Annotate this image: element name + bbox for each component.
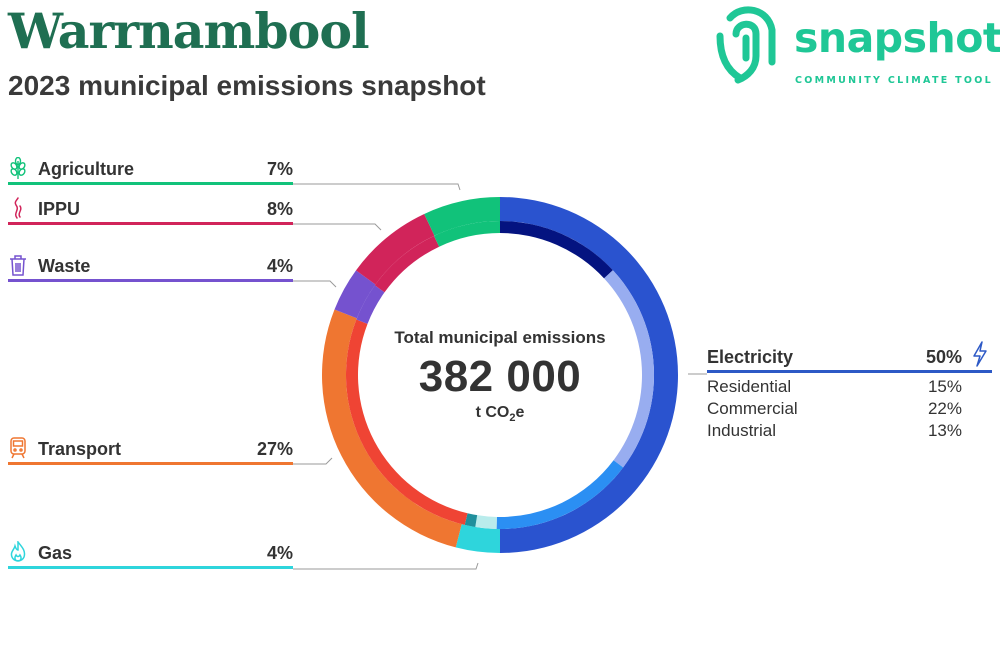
inner-ring-segment-industrial [500,221,613,279]
sector-percent: 4% [266,543,293,563]
electricity-label: Electricity [707,347,794,367]
page-subtitle: 2023 municipal emissions snapshot [8,70,486,101]
sector-underline [8,222,293,225]
sector-label: IPPU [38,199,81,219]
sector-agriculture: Agriculture 7% [8,155,293,185]
breakdown-row-residential: Residential 15% [707,373,962,396]
inner-ring-segment-ippu [374,235,440,293]
outer-ring-segment-waste [334,270,376,319]
sector-label: Waste [38,256,91,276]
unit-prefix: t CO [475,404,510,421]
sector-underline [8,182,293,185]
sector-underline [8,462,293,465]
outer-ring-segment-electricity [500,197,678,553]
breakdown-label: Residential [707,377,792,396]
sector-percent: 27% [256,439,293,459]
leader-line-gas [293,562,479,570]
inner-ring [346,221,654,529]
leader-line-ippu [293,223,382,231]
inner-ring-segment-agriculture [433,221,500,247]
inner-ring-segment-residential [496,460,624,529]
sector-transport: Transport 27% [8,435,293,465]
sector-label: Gas [38,543,73,563]
sector-waste: Waste 4% [8,252,293,282]
breakdown-row-commercial: Commercial 22% [707,395,962,418]
unit-subscript: 2 [509,412,516,425]
breakdown-percent: 22% [927,399,962,418]
leader-line-transport [293,457,333,465]
sector-label: Transport [38,439,122,459]
breakdown-row-industrial: Industrial 13% [707,417,962,440]
total-emissions-label: Total municipal emissions [394,328,606,347]
snapshot-fingerprint-logo-icon [716,6,776,84]
outer-ring-segment-agriculture [424,197,500,236]
sector-electricity: Electricity 50% Residential 15% Commerci… [707,341,992,440]
logo-wordmark: snapshot [794,14,1000,62]
train-icon [10,437,26,459]
logo-tagline: COMMUNITY CLIMATE TOOL [795,75,994,86]
sector-label: Agriculture [38,159,135,179]
sector-gas: Gas 4% [8,539,293,569]
total-emissions-unit: t CO2e [380,404,620,424]
wheat-icon [10,157,26,179]
lightning-icon [973,341,987,367]
bin-icon [10,255,26,276]
outer-ring-segment-gas [455,524,500,553]
sector-percent: 8% [266,199,293,219]
sector-ippu: IPPU 8% [8,195,293,225]
leader-line-agriculture [293,183,461,191]
breakdown-percent: 13% [927,421,962,440]
snapshot-logo: snapshot COMMUNITY CLIMATE TOOL [712,0,1000,90]
outer-ring-segment-transport [322,309,462,548]
leader-lines [293,183,707,570]
flame-icon [10,541,26,562]
electricity-underline [707,370,992,373]
outer-ring-segment-ippu [355,213,435,285]
sector-percent: 7% [266,159,293,179]
sector-percent: 4% [266,256,293,276]
leader-line-waste [293,280,337,288]
electricity-percent: 50% [925,347,962,367]
breakdown-percent: 15% [927,377,962,396]
inner-ring-segment-commercial [604,270,654,468]
page-title: Warrnambool [8,2,370,60]
unit-suffix: e [515,404,525,421]
outer-ring [322,197,678,553]
breakdown-label: Commercial [707,399,798,418]
inner-ring-segment-waste [356,285,385,324]
total-emissions-value: 382 000 [418,352,582,401]
inner-ring-segment-residential-gas [475,515,497,529]
sector-underline [8,566,293,569]
sector-underline [8,279,293,282]
inner-ring-segment-transport [346,319,468,525]
breakdown-label: Industrial [707,421,776,440]
smoke-icon [14,197,22,219]
inner-ring-segment-commercial-gas [464,513,478,527]
